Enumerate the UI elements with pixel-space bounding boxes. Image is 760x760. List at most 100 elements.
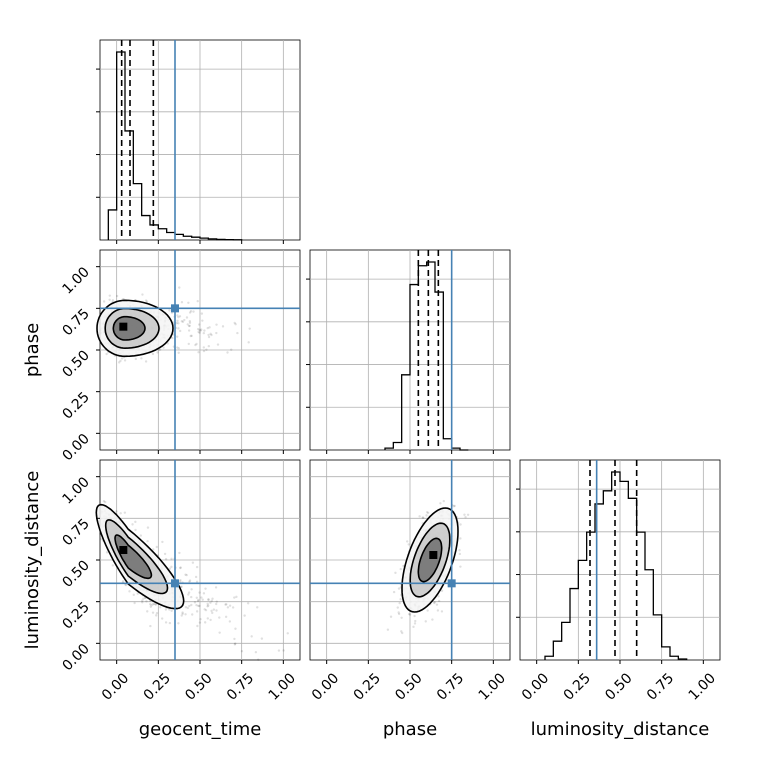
scatter-point — [401, 631, 404, 635]
scatter-point — [399, 567, 402, 571]
scatter-point — [168, 567, 172, 570]
scatter-point — [180, 614, 183, 617]
contour-3-geocent_time-luminosity_distance — [114, 534, 153, 580]
scatter-point — [230, 348, 233, 351]
scatter-point — [413, 614, 416, 618]
scatter-point — [121, 580, 125, 583]
scatter-point — [158, 348, 161, 352]
scatter-point — [187, 324, 191, 328]
scatter-point — [146, 539, 149, 543]
scatter-point — [396, 606, 399, 609]
scatter-point — [168, 608, 171, 611]
scatter-point — [442, 499, 445, 503]
scatter-point — [163, 552, 167, 556]
scatter-point — [459, 523, 462, 526]
scatter-point — [178, 329, 182, 333]
scatter-point — [452, 505, 456, 508]
scatter-point — [151, 352, 155, 356]
scatter-point — [235, 595, 238, 599]
scatter-point — [105, 352, 108, 356]
scatter-point — [146, 610, 149, 613]
scatter-point — [181, 320, 185, 323]
scatter-point — [204, 587, 207, 590]
scatter-point — [188, 321, 192, 325]
density-peak-geocent_time-luminosity_distance — [119, 546, 128, 554]
panels: 0.000.250.500.751.000.000.250.500.751.00… — [59, 39, 721, 704]
scatter-point — [389, 615, 393, 618]
scatter-point — [195, 580, 199, 583]
scatter-point — [233, 643, 237, 646]
scatter-point — [99, 537, 103, 541]
scatter-point — [240, 649, 244, 653]
scatter-point — [201, 319, 204, 322]
scatter-point — [254, 650, 258, 654]
scatter-point — [123, 511, 127, 514]
scatter-point — [196, 327, 200, 331]
scatter-point — [197, 604, 200, 608]
scatter-point — [209, 332, 212, 336]
scatter-point — [201, 598, 204, 601]
scatter-point — [190, 334, 193, 338]
scatter-point — [209, 618, 212, 622]
scatter-point — [466, 513, 470, 516]
scatter-point — [397, 612, 401, 616]
scatter-point — [192, 310, 195, 313]
scatter-point — [426, 511, 430, 515]
scatter-point — [111, 564, 114, 567]
scatter-point — [176, 319, 179, 323]
scatter-point — [149, 624, 152, 628]
scatter-point — [197, 598, 200, 602]
scatter-point — [199, 617, 202, 621]
scatter-point — [190, 595, 193, 599]
scatter-point — [226, 606, 230, 609]
scatter-point — [209, 601, 212, 604]
scatter-point — [181, 612, 184, 616]
x-axis-label-luminosity-distance: luminosity_distance — [531, 719, 710, 740]
scatter-point — [458, 549, 461, 552]
scatter-point — [206, 605, 209, 608]
scatter-point — [203, 621, 207, 624]
scatter-point — [231, 606, 235, 609]
scatter-point — [392, 590, 396, 594]
scatter-point — [198, 604, 201, 608]
scatter-point — [198, 328, 201, 332]
scatter-point — [233, 637, 236, 641]
scatter-point — [145, 600, 148, 603]
scatter-point — [214, 586, 218, 589]
scatter-point — [200, 596, 203, 599]
scatter-point — [144, 299, 148, 302]
scatter-point — [141, 293, 144, 296]
scatter-point — [195, 596, 198, 599]
scatter-point — [386, 628, 390, 631]
scatter-point — [141, 601, 144, 604]
scatter-point — [218, 631, 221, 634]
scatter-point — [439, 502, 442, 505]
scatter-point — [140, 357, 143, 360]
scatter-point — [248, 327, 251, 330]
scatter-point — [203, 329, 206, 332]
scatter-point — [184, 573, 187, 576]
scatter-point — [187, 591, 191, 594]
scatter-point — [188, 311, 192, 314]
scatter-point — [215, 609, 218, 612]
scatter-point — [134, 357, 137, 361]
scatter-point — [422, 516, 425, 519]
scatter-point — [233, 321, 236, 325]
scatter-point — [187, 301, 190, 304]
scatter-point — [225, 603, 228, 606]
scatter-point — [424, 620, 427, 623]
scatter-point — [425, 514, 428, 517]
scatter-point — [186, 606, 189, 610]
scatter-point — [102, 300, 106, 303]
scatter-point — [160, 617, 164, 620]
scatter-point — [433, 601, 436, 605]
scatter-point — [178, 286, 181, 289]
scatter-point — [188, 580, 191, 583]
scatter-point — [145, 300, 149, 303]
scatter-point — [202, 592, 206, 595]
scatter-point — [139, 534, 143, 537]
scatter-point — [154, 603, 158, 606]
contour-3-geocent_time-phase — [112, 315, 146, 341]
scatter-point — [210, 609, 213, 613]
scatter-point — [453, 504, 456, 508]
